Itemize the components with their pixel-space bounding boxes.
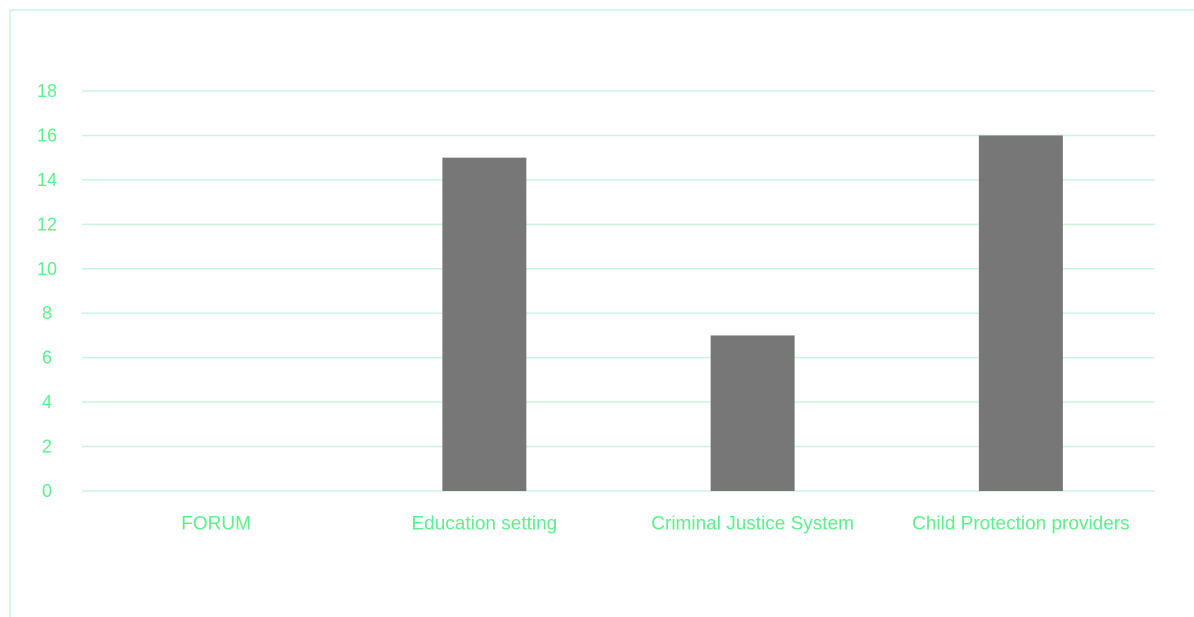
bar: [710, 335, 795, 491]
y-tick-label: 0: [42, 481, 52, 501]
y-tick-label: 6: [42, 348, 52, 368]
x-category-label: FORUM: [181, 514, 251, 535]
bars: [442, 135, 1063, 491]
y-tick-label: 12: [37, 214, 57, 234]
x-category-label: Child Protection providers: [912, 514, 1130, 535]
y-tick-label: 2: [42, 437, 52, 457]
x-category-label: Education setting: [411, 514, 557, 535]
y-tick-label: 16: [37, 125, 57, 145]
y-tick-label: 10: [37, 259, 57, 279]
gridlines: [82, 90, 1155, 492]
y-tick-label: 8: [42, 303, 52, 323]
bar: [978, 135, 1063, 491]
x-axis-labels: FORUM Education setting Criminal Justice S…: [181, 514, 1129, 535]
y-tick-label: 14: [37, 170, 57, 190]
y-axis-ticks: 0 2 4 6 8 10 12 14 16 18: [37, 81, 57, 501]
bar: [442, 157, 527, 491]
x-category-label: Criminal Justice System: [651, 514, 854, 535]
y-tick-label: 4: [42, 392, 52, 412]
y-tick-label: 18: [37, 81, 57, 101]
